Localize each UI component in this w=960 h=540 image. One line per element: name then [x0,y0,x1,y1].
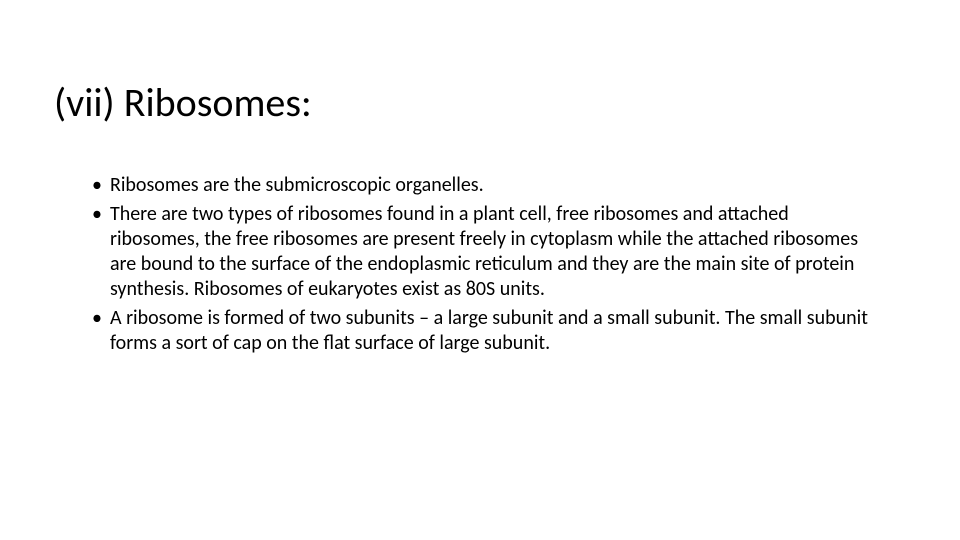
slide-title: (vii) Ribosomes: [54,78,312,127]
bullet-text: A ribosome is formed of two subunits – a… [110,306,882,356]
bullet-dot-icon: • [92,173,102,198]
slide: (vii) Ribosomes: • Ribosomes are the sub… [0,0,960,540]
bullet-item: • There are two types of ribosomes found… [92,202,882,302]
bullet-item: • A ribosome is formed of two subunits –… [92,306,882,356]
bullet-dot-icon: • [92,202,102,227]
bullet-item: • Ribosomes are the submicroscopic organ… [92,173,882,198]
bullet-dot-icon: • [92,306,102,331]
bullet-text: There are two types of ribosomes found i… [110,202,882,302]
slide-body: • Ribosomes are the submicroscopic organ… [92,173,882,360]
bullet-text: Ribosomes are the submicroscopic organel… [110,173,484,198]
